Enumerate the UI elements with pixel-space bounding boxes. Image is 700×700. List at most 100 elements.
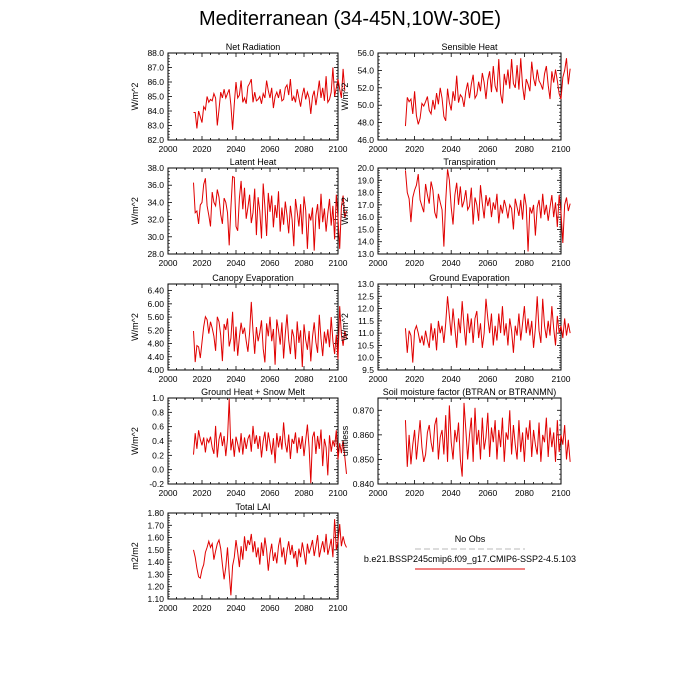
- chart-ground-evaporation: 2000 2020 2040 2060 2080 2100 9.5 10.0 10.5 11.0 1…: [340, 273, 571, 384]
- x-tick-label: 2040: [442, 144, 461, 154]
- x-tick-label: 2040: [227, 488, 246, 498]
- y-tick-label: 32.0: [147, 215, 164, 225]
- y-tick-label: 38.0: [147, 163, 164, 173]
- x-tick-label: 2100: [329, 374, 348, 384]
- x-tick-label: 2000: [369, 488, 388, 498]
- y-tick-label: 13.0: [357, 249, 374, 259]
- y-tick-label: 14.0: [357, 237, 374, 247]
- panel-title: Soil moisture factor (BTRAN or BTRANMN): [383, 387, 557, 397]
- y-tick-label: 0.870: [353, 405, 375, 415]
- series-line: [404, 58, 571, 127]
- y-tick-label: 48.0: [357, 118, 374, 128]
- panel-title: Latent Heat: [230, 157, 277, 167]
- x-tick-label: 2080: [295, 488, 314, 498]
- y-axis-label: m2/m2: [130, 542, 140, 570]
- y-tick-label: 0.4: [152, 436, 164, 446]
- x-tick-label: 2000: [159, 603, 178, 613]
- x-tick-label: 2060: [261, 488, 280, 498]
- x-tick-label: 2080: [295, 144, 314, 154]
- x-tick-label: 2100: [552, 488, 571, 498]
- x-tick-label: 2080: [295, 603, 314, 613]
- y-axis-label: W/m^2: [340, 197, 350, 225]
- y-tick-label: 1.70: [147, 520, 164, 530]
- x-tick-label: 2060: [261, 144, 280, 154]
- x-tick-label: 2040: [442, 258, 461, 268]
- y-tick-label: 4.40: [147, 352, 164, 362]
- panel-title: Ground Heat + Snow Melt: [201, 387, 305, 397]
- x-tick-label: 2000: [369, 258, 388, 268]
- y-tick-label: 1.80: [147, 508, 164, 518]
- y-axis-label: W/m^2: [130, 197, 140, 225]
- y-tick-label: 86.0: [147, 77, 164, 87]
- y-tick-label: 0.850: [353, 454, 375, 464]
- y-tick-label: 4.80: [147, 339, 164, 349]
- x-tick-label: 2040: [227, 603, 246, 613]
- x-tick-label: 2100: [552, 374, 571, 384]
- x-tick-label: 2000: [159, 144, 178, 154]
- y-tick-label: 11.0: [358, 328, 374, 338]
- x-tick-label: 2000: [369, 144, 388, 154]
- x-tick-label: 2100: [329, 144, 348, 154]
- y-tick-label: 1.50: [147, 545, 164, 555]
- x-tick-label: 2100: [552, 144, 571, 154]
- y-tick-label: 0.840: [353, 479, 375, 489]
- series-line: [193, 519, 347, 596]
- y-tick-label: 87.0: [147, 63, 164, 73]
- y-tick-label: 10.5: [357, 340, 374, 350]
- x-tick-label: 2020: [193, 603, 212, 613]
- x-tick-label: 2080: [295, 374, 314, 384]
- y-tick-label: 28.0: [147, 249, 164, 259]
- x-tick-label: 2100: [552, 258, 571, 268]
- x-tick-label: 2040: [442, 488, 461, 498]
- y-tick-label: 85.0: [147, 92, 164, 102]
- y-tick-label: 1.30: [147, 569, 164, 579]
- x-tick-label: 2020: [405, 374, 424, 384]
- y-tick-label: 10.0: [357, 353, 374, 363]
- y-axis-label: W/m^2: [130, 427, 140, 455]
- y-tick-label: 4.00: [147, 365, 164, 375]
- x-tick-label: 2000: [159, 258, 178, 268]
- x-tick-label: 2020: [405, 488, 424, 498]
- x-tick-label: 2060: [478, 374, 497, 384]
- panel-title: Sensible Heat: [441, 42, 498, 52]
- x-tick-label: 2000: [369, 374, 388, 384]
- y-tick-label: 11.5: [358, 316, 374, 326]
- x-tick-label: 2060: [261, 374, 280, 384]
- y-tick-label: 16.0: [357, 212, 374, 222]
- x-tick-label: 2040: [227, 258, 246, 268]
- x-tick-label: 2020: [193, 258, 212, 268]
- y-tick-label: 50.0: [357, 100, 374, 110]
- y-tick-label: -0.2: [149, 479, 164, 489]
- x-tick-label: 2020: [405, 144, 424, 154]
- y-tick-label: 9.5: [362, 365, 374, 375]
- y-tick-label: 1.60: [147, 533, 164, 543]
- y-tick-label: 18.0: [357, 188, 374, 198]
- panel-title: Total LAI: [235, 502, 270, 512]
- chart-canopy-evaporation: 2000 2020 2040 2060 2080 2100 4.00 4.40 4.80 5.20…: [130, 273, 348, 384]
- series-line: [404, 169, 571, 252]
- y-tick-label: 83.0: [147, 121, 164, 131]
- x-tick-label: 2060: [478, 488, 497, 498]
- y-tick-label: 82.0: [147, 135, 164, 145]
- series-line: [404, 296, 571, 363]
- x-tick-label: 2040: [227, 374, 246, 384]
- y-tick-label: 46.0: [357, 135, 374, 145]
- y-tick-label: 0.8: [152, 407, 164, 417]
- y-tick-label: 5.20: [147, 325, 164, 335]
- panel-title: Canopy Evaporation: [212, 273, 294, 283]
- x-tick-label: 2000: [159, 374, 178, 384]
- y-tick-label: 1.0: [152, 393, 164, 403]
- y-tick-label: 13.0: [357, 279, 374, 289]
- y-tick-label: 6.40: [147, 286, 164, 296]
- x-tick-label: 2060: [478, 258, 497, 268]
- y-tick-label: 1.10: [147, 594, 164, 604]
- y-axis-label: W/m^2: [130, 313, 140, 341]
- y-tick-label: 6.00: [147, 299, 164, 309]
- y-axis-label: unitless: [340, 425, 350, 456]
- y-tick-label: 56.0: [357, 48, 374, 58]
- y-tick-label: 36.0: [147, 180, 164, 190]
- x-tick-label: 2040: [442, 374, 461, 384]
- chart-latent-heat: 2000 2020 2040 2060 2080 2100 28.0 30.0 32.0 34.0…: [130, 157, 348, 268]
- y-axis-label: W/m^2: [340, 83, 350, 111]
- x-tick-label: 2100: [329, 258, 348, 268]
